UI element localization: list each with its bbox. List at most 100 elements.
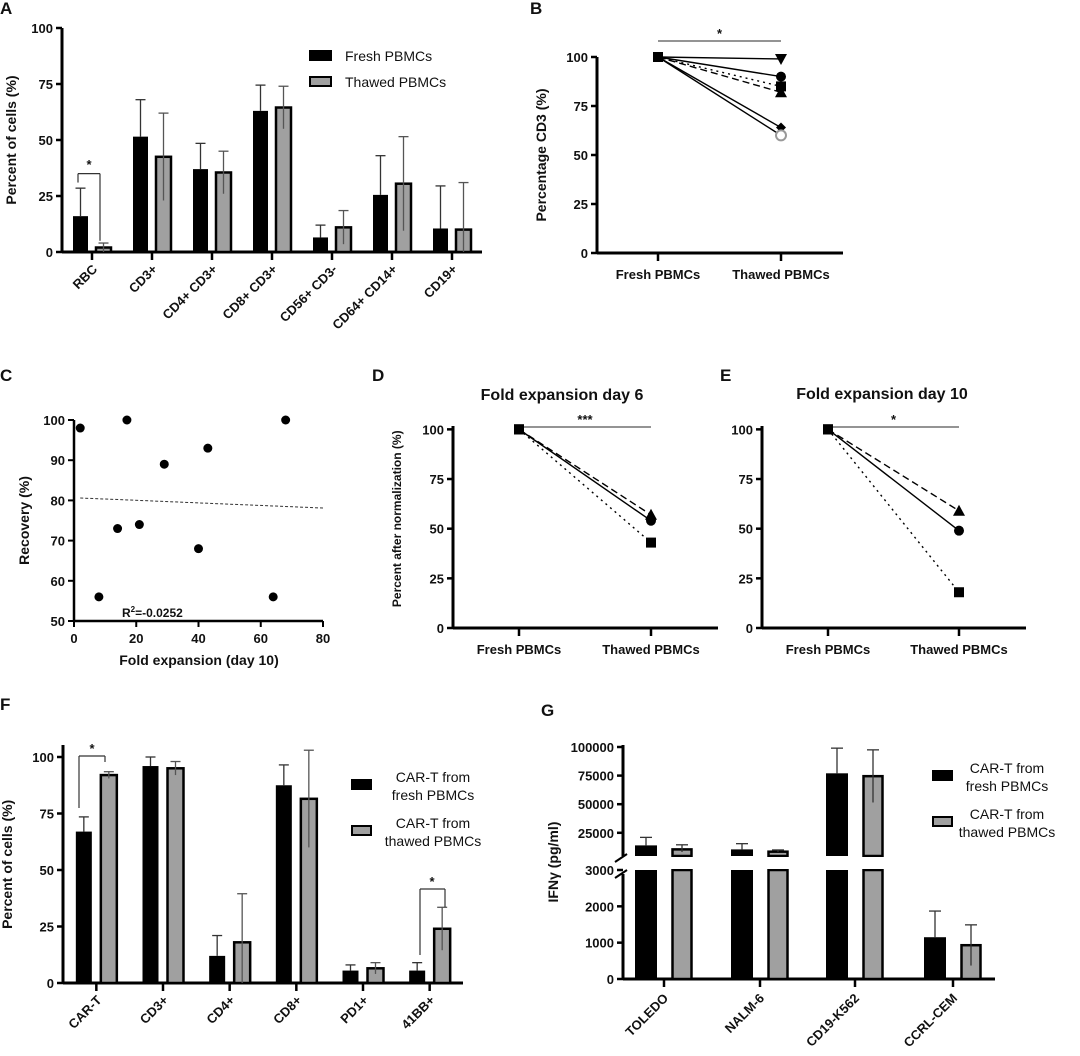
bar: [433, 228, 448, 252]
bar: [75, 831, 92, 983]
data-point: [113, 524, 123, 534]
panel-label: B: [530, 0, 542, 18]
bar-upper: [635, 845, 657, 856]
data-point: [194, 544, 203, 554]
bar: [275, 785, 292, 983]
y-tick-label: 0: [437, 621, 444, 636]
y-axis-label: Recovery (%): [16, 476, 32, 565]
y-tick-label: 90: [51, 453, 65, 468]
panel-label: F: [0, 695, 10, 714]
series-line: [827, 428, 960, 593]
data-point: [268, 592, 278, 602]
series-line: [518, 428, 652, 522]
bar: [73, 216, 88, 252]
x-tick-label: Thawed PBMCs: [602, 642, 700, 657]
x-tick-label: CD4+ CD3+: [159, 261, 220, 322]
y-tick-label: 100: [731, 422, 753, 437]
series-line: [657, 56, 782, 60]
series-line: [657, 56, 782, 88]
legend-label: CAR-T from: [970, 760, 1044, 776]
series-line: [657, 56, 782, 78]
bar: [253, 110, 268, 252]
x-tick-label: CD8+ CD3+: [219, 261, 280, 322]
panel-d: D Fold expansion day 6 0 25 50 75 100 Percent a…: [372, 366, 718, 657]
y-tick-label: 0: [607, 972, 614, 987]
series-line: [518, 428, 652, 516]
x-tick-label: Fresh PBMCs: [477, 642, 562, 657]
marker-square: [646, 537, 656, 548]
bar: [342, 970, 359, 983]
r-squared-label: R2=-0.0252: [122, 605, 183, 620]
legend-label: Thawed PBMCs: [345, 74, 446, 90]
y-axis-label: Percent after normalization (%): [390, 430, 404, 607]
y-tick-label: 80: [51, 493, 65, 508]
panel-label: G: [541, 701, 554, 720]
legend-label: thawed PBMCs: [385, 833, 481, 849]
bar-lower: [862, 868, 884, 981]
data-point: [134, 520, 144, 530]
x-tick-label: Thawed PBMCs: [732, 267, 830, 282]
bar: [193, 169, 208, 252]
bar: [142, 766, 159, 983]
y-tick-label: 100: [422, 422, 444, 437]
y-tick-label: 1000: [585, 936, 614, 951]
y-tick-label: 25000: [578, 826, 614, 841]
y-axis-label: Percentage CD3 (%): [533, 88, 549, 221]
y-tick-label: 60: [51, 574, 65, 589]
y-tick-label: 100: [31, 21, 53, 36]
bar: [373, 194, 388, 252]
y-axis-label: Percent of cells (%): [3, 75, 19, 204]
regression-line: [80, 497, 324, 509]
bar-lower: [635, 870, 657, 979]
x-tick-label: 60: [254, 631, 268, 646]
legend-label: Fresh PBMCs: [345, 48, 432, 64]
legend-label: fresh PBMCs: [392, 787, 474, 803]
legend-label: CAR-T from: [970, 806, 1044, 822]
panel-c: C 50 60 70 80 90 100 0 20 40 60 80 Recovery (%) Fold …: [0, 366, 330, 668]
legend-swatch: [351, 779, 372, 790]
x-tick-label: Thawed PBMCs: [910, 642, 1008, 657]
marker-circle: [646, 515, 656, 526]
x-tick-label: 20: [129, 631, 143, 646]
significance-star: *: [429, 874, 435, 889]
bar: [313, 237, 328, 252]
significance-star: *: [717, 26, 723, 41]
marker-triangle-up: [953, 504, 965, 516]
x-tick-label: CAR-T: [65, 992, 104, 1031]
series-line: [518, 428, 652, 544]
x-tick-label: RBC: [70, 261, 101, 292]
bar: [133, 136, 148, 252]
data-point: [203, 443, 213, 453]
x-tick-label: CD3+: [137, 992, 172, 1027]
legend-swatch: [351, 825, 372, 836]
x-tick-label: 41BB+: [398, 992, 438, 1032]
bar-lower: [731, 870, 753, 979]
marker-square: [954, 587, 964, 598]
marker-circle: [776, 71, 786, 82]
x-tick-label: NALM-6: [722, 991, 767, 1036]
y-tick-label: 75: [739, 472, 753, 487]
y-tick-label: 75: [430, 472, 444, 487]
x-tick-label: PD1+: [337, 992, 371, 1026]
y-tick-label: 3000: [585, 863, 614, 878]
bar-lower: [671, 868, 693, 981]
significance-star: *: [89, 741, 95, 756]
legend-swatch: [309, 76, 332, 87]
x-tick-label: 0: [70, 631, 77, 646]
y-tick-label: 50: [51, 614, 65, 629]
x-tick-label: CD8+: [270, 992, 305, 1027]
bar: [409, 970, 426, 983]
x-tick-label: CCRL-CEM: [900, 991, 960, 1051]
y-tick-label: 100: [566, 50, 588, 65]
y-tick-label: 50: [739, 522, 753, 537]
panel-g: G 25000 50000 75000 100000 0 1000 2000 3000 IFNγ …: [541, 701, 1055, 1050]
y-tick-label: 100: [43, 413, 65, 428]
y-tick-label: 25: [40, 920, 54, 935]
y-tick-label: 0: [47, 976, 54, 991]
marker-triangle-up: [775, 86, 787, 98]
data-point: [94, 592, 104, 602]
series-line: [657, 56, 782, 136]
data-point: [281, 415, 291, 425]
y-axis-label: Percent of cells (%): [0, 800, 15, 929]
bar-upper: [826, 773, 848, 856]
